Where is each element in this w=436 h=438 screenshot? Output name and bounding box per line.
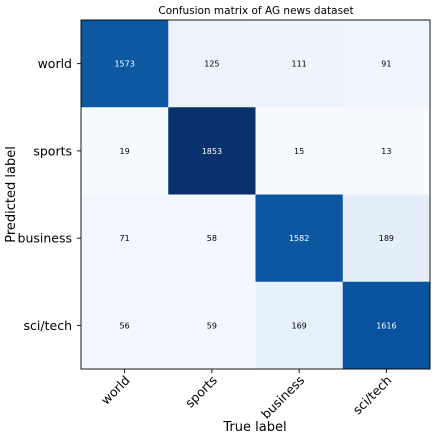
heatmap-cell (168, 107, 256, 195)
cell-value-label: 1582 (289, 234, 309, 243)
heatmap-cell (255, 194, 344, 283)
cell-value-label: 1853 (202, 147, 222, 156)
y-axis: world sports business sci/tech (18, 56, 81, 333)
heatmap-cell (342, 194, 431, 283)
cell-value-label: 19 (120, 147, 130, 156)
y-tick-label: world (38, 56, 72, 71)
x-tick-label: sports (182, 373, 220, 411)
cell-value-label: 58 (207, 234, 217, 243)
cell-value-label: 15 (294, 147, 304, 156)
x-tick-label: sci/tech (350, 373, 395, 418)
heatmap-cell (342, 107, 431, 195)
cell-value-label: 189 (379, 234, 394, 243)
heatmap-cell (168, 281, 256, 370)
x-tick-label: business (258, 373, 307, 422)
cell-value-label: 56 (120, 321, 130, 330)
cell-value-label: 91 (381, 60, 391, 69)
cell-value-label: 59 (207, 321, 217, 330)
heatmap-grid: 1573 125 111 91 19 1853 15 13 71 58 1582 189 56 59 169… (81, 20, 431, 370)
heatmap-cell (168, 194, 256, 283)
y-tick-label: business (18, 231, 72, 246)
cell-value-label: 1616 (376, 321, 396, 330)
cell-value-label: 125 (204, 60, 219, 69)
cell-value-label: 111 (291, 60, 306, 69)
cell-value-label: 13 (381, 147, 391, 156)
cell-value-label: 71 (120, 234, 130, 243)
heatmap-cell (255, 20, 344, 108)
y-tick-label: sci/tech (24, 318, 72, 333)
plot-frame (80, 19, 431, 370)
heatmap-cell (168, 20, 256, 108)
heatmap-cell (81, 20, 169, 108)
x-axis: world sports business sci/tech (98, 369, 395, 422)
heatmap-cell (342, 20, 431, 108)
heatmap-cell (342, 281, 431, 370)
heatmap-cell (81, 194, 169, 283)
heatmap-cell (255, 107, 344, 195)
heatmap-cell (81, 281, 169, 370)
cell-value-label: 169 (291, 321, 306, 330)
y-axis-label: Predicted label (4, 146, 19, 243)
heatmap-cell (81, 107, 169, 195)
y-tick-label: sports (33, 143, 72, 158)
chart-title: Confusion matrix of AG news dataset (158, 5, 353, 17)
heatmap-cell (255, 281, 344, 370)
x-tick-label: world (98, 373, 133, 408)
x-axis-label: True label (222, 420, 286, 435)
cell-value-label: 1573 (114, 60, 134, 69)
